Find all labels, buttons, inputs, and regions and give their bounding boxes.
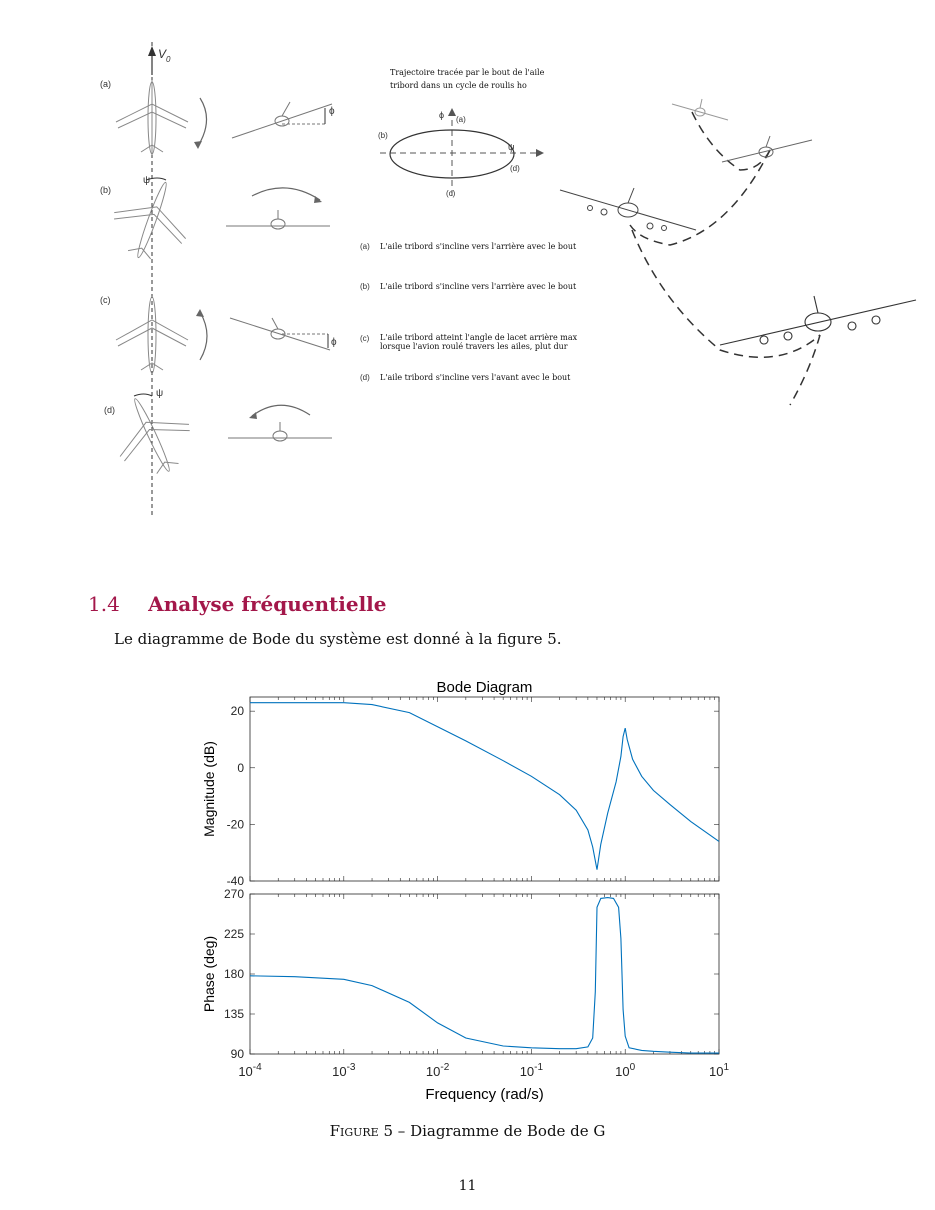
perspective-trails — [629, 111, 821, 406]
phi-label-c: ϕ — [331, 337, 337, 348]
velocity-arrowhead — [148, 46, 156, 56]
note-tag-b: (b) — [360, 282, 370, 291]
psi-label-d: ψ — [156, 388, 163, 399]
magnitude-y-tick-label: -40 — [227, 874, 245, 888]
bode-diagram: Bode Diagram 20 0 -20 -40 Magnitude (dB) 270 22… — [201, 679, 729, 1103]
section-heading: 1.4 Analyse fréquentielle — [88, 592, 387, 616]
wingtip-orbit — [389, 129, 515, 179]
aircraft-front-view-c — [229, 317, 331, 351]
note-text-b: L'aile tribord s'incline vers l'arrière … — [380, 282, 577, 291]
psi-label-b: ψ — [143, 175, 150, 186]
psi-angle-arc-b — [145, 177, 167, 181]
orbit-label-phi: ϕ — [439, 110, 444, 120]
orbit-label-c: (c) — [446, 189, 456, 198]
aircraft-top-view-d — [119, 398, 190, 474]
aircraft-front-view-d — [228, 422, 332, 442]
rotation-arrow-a — [197, 97, 208, 147]
phase-y-tick-label: 225 — [224, 927, 244, 941]
aircraft-front-view-a — [231, 101, 333, 139]
psi-angle-arc-d — [133, 393, 153, 397]
phase-y-tick-label: 270 — [224, 887, 244, 901]
section-title: Analyse fréquentielle — [148, 592, 387, 616]
dutch-roll-illustration: (a) (b) (c) (d) V0 ψ ψ ϕ — [100, 42, 917, 518]
rotation-arrow-b — [251, 187, 321, 201]
aircraft-front-view-b — [226, 210, 330, 230]
magnitude-y-axis-label: Magnitude (dB) — [201, 741, 217, 837]
note-text-d: L'aile tribord s'incline vers l'avant av… — [380, 373, 571, 382]
x-axis-label: Frequency (rad/s) — [425, 1086, 543, 1103]
aircraft-perspective-large — [559, 187, 697, 231]
orbit-label-a: (a) — [456, 115, 466, 124]
phase-axes-box — [249, 893, 720, 1055]
aircraft-perspective-small — [671, 98, 729, 121]
x-tick-label: 100 — [615, 1062, 635, 1079]
aircraft-perspective-front — [719, 295, 917, 346]
rotation-arrow-d — [251, 404, 311, 417]
figure-caption: Figure 5 – Diagramme de Bode de G — [0, 1122, 935, 1140]
section-number: 1.4 — [88, 592, 120, 616]
v0-label: V0 — [158, 47, 171, 64]
orbit-label-psi: ψ — [508, 142, 514, 152]
row-label-d: (d) — [104, 405, 115, 415]
note-text-a: L'aile tribord s'incline vers l'arrière … — [380, 242, 577, 251]
x-tick-label: 10-2 — [426, 1062, 450, 1079]
magnitude-y-tick-label: 0 — [237, 761, 244, 775]
aircraft-perspective-medium — [721, 135, 813, 163]
figure-label: Figure 5 — [329, 1122, 394, 1140]
x-tick-label: 101 — [709, 1062, 729, 1079]
orbit-label-b: (b) — [378, 131, 388, 140]
magnitude-y-tick-label: -20 — [227, 817, 245, 831]
phi-label-a: ϕ — [329, 106, 335, 117]
phase-y-tick-label: 135 — [224, 1007, 244, 1021]
row-label-b: (b) — [100, 185, 111, 195]
page-number: 11 — [458, 1178, 477, 1194]
aircraft-top-view-b — [114, 181, 187, 260]
phase-series-line — [249, 897, 719, 1054]
row-label-a: (a) — [100, 79, 111, 89]
note-tag-d: (d) — [360, 373, 370, 382]
orbit-title-line-1: Trajectoire tracée par le bout de l'aile — [390, 68, 545, 77]
x-tick-label: 10-4 — [238, 1062, 262, 1079]
section-body: Le diagramme de Bode du système est donn… — [114, 630, 562, 648]
orbit-label-d: (d) — [510, 164, 520, 173]
figure-caption-text: – Diagramme de Bode de G — [397, 1122, 606, 1140]
x-tick-label: 10-1 — [520, 1062, 544, 1079]
chart-title: Bode Diagram — [437, 679, 533, 696]
phase-y-tick-label: 90 — [231, 1047, 245, 1061]
note-tag-c: (c) — [360, 334, 370, 343]
phase-y-axis-label: Phase (deg) — [201, 936, 217, 1012]
row-label-c: (c) — [100, 295, 111, 305]
magnitude-y-tick-label: 20 — [231, 704, 245, 718]
magnitude-series-line — [250, 702, 720, 870]
note-tag-a: (a) — [360, 242, 370, 251]
magnitude-axes-box — [249, 696, 720, 882]
note-text-c-2: lorsque l'avion roulé travers les ailes,… — [380, 342, 568, 351]
rotation-arrow-c — [199, 311, 208, 361]
aircraft-top-view-a — [115, 80, 189, 155]
phase-y-tick-label: 180 — [224, 967, 244, 981]
x-tick-label: 10-3 — [332, 1062, 356, 1079]
orbit-title-line-2: tribord dans un cycle de roulis ho — [390, 81, 527, 90]
aircraft-top-view-c — [115, 296, 189, 374]
note-text-c-1: L'aile tribord atteint l'angle de lacet … — [380, 333, 578, 342]
